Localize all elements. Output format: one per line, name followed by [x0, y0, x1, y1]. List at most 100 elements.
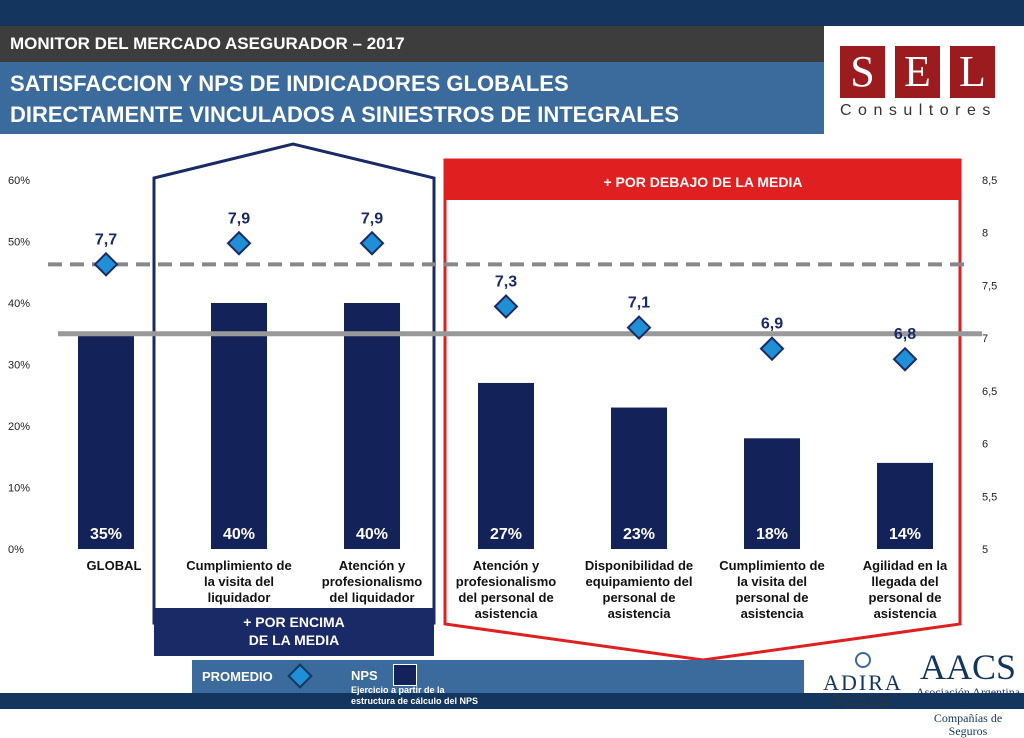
y-left-tick-label: 20% — [8, 421, 30, 433]
satisfaction-value-label: 7,7 — [95, 231, 117, 248]
above-average-label-line: DE LA MEDIA — [249, 632, 339, 648]
adira-logo: ADIRA Aseguradores del Interior de la Re… — [818, 652, 908, 708]
category-label: Atención y — [473, 558, 540, 573]
report-subtitle: MONITOR DEL MERCADO ASEGURADOR – 2017 — [0, 26, 824, 62]
nps-value-label: 35% — [90, 526, 122, 543]
title-line-1: SATISFACCION Y NPS DE INDICADORES GLOBAL… — [10, 71, 569, 96]
above-average-frame — [152, 142, 436, 625]
satisfaction-value-label: 7,3 — [495, 274, 517, 291]
logo-subtitle: Consultores — [840, 102, 997, 119]
y-right-tick-label: 6,5 — [982, 386, 997, 398]
nps-bar — [744, 438, 800, 549]
sel-logo: S E L Consultores — [836, 46, 1006, 122]
nps-satisfaction-chart: + POR DEBAJO DE LA MEDIA + POR ENCIMA DE L… — [8, 142, 997, 660]
satisfaction-value-label: 7,9 — [361, 210, 383, 227]
aacs-tag-line-1: Asociación Argentina de — [915, 685, 1021, 712]
y-right-tick-label: 7,5 — [982, 280, 997, 292]
category-label: personal de — [736, 590, 809, 605]
nps-value-label: 40% — [356, 526, 388, 543]
satisfaction-value-label: 7,9 — [228, 210, 250, 227]
category-label: liquidador — [208, 590, 271, 605]
legend-note-line-1: Ejercicio a partir de la — [351, 685, 445, 695]
category-label: la visita del — [204, 574, 274, 589]
page-title: SATISFACCION Y NPS DE INDICADORES GLOBAL… — [0, 62, 824, 134]
logo-letter-s: S — [840, 46, 885, 98]
category-label: llegada del — [871, 574, 938, 589]
nps-bar — [78, 333, 134, 549]
category-label: profesionalismo — [322, 574, 422, 589]
adira-emblem-icon — [855, 652, 871, 668]
bottom-banner — [0, 693, 1024, 709]
above-average-box — [154, 608, 434, 656]
legend-nps-label: NPS — [351, 668, 378, 683]
category-label: Disponibilidad de — [585, 558, 693, 573]
adira-tag-line-2: de la República Argentina — [834, 702, 892, 708]
y-right-tick-label: 5 — [982, 544, 988, 556]
satisfaction-diamond — [359, 230, 385, 256]
y-right-tick-label: 7 — [982, 333, 988, 345]
below-average-label: + POR DEBAJO DE LA MEDIA — [603, 174, 802, 190]
y-left-tick-label: 50% — [8, 237, 30, 249]
category-label: Agilidad en la — [863, 558, 948, 573]
legend-note-line-2: estructura de cálculo del NPS — [351, 696, 479, 706]
adira-name: ADIRA — [823, 670, 903, 695]
nps-bar — [344, 303, 400, 549]
nps-bar — [211, 303, 267, 549]
y-left-tick-label: 30% — [8, 360, 30, 372]
y-left-tick-label: 0% — [8, 544, 24, 556]
category-label: la visita del — [737, 574, 807, 589]
legend-bar-icon — [393, 664, 417, 686]
category-label: asistencia — [741, 606, 805, 621]
satisfaction-diamond — [892, 346, 918, 372]
category-label: asistencia — [475, 606, 539, 621]
above-average-label-line: + POR ENCIMA — [243, 614, 345, 630]
satisfaction-value-label: 6,8 — [894, 326, 916, 343]
satisfaction-diamond — [493, 294, 519, 319]
y-right-tick-label: 8,5 — [982, 175, 997, 187]
adira-tag-line-1: Aseguradores del Interior — [834, 696, 892, 702]
y-left-tick-label: 60% — [8, 175, 30, 187]
nps-value-label: 14% — [889, 526, 921, 543]
y-right-tick-label: 5,5 — [982, 491, 997, 503]
top-banner — [0, 0, 1024, 26]
satisfaction-diamond — [759, 336, 785, 362]
category-label: personal de — [603, 590, 676, 605]
satisfaction-diamond — [226, 230, 252, 256]
logo-letter-e: E — [895, 46, 940, 98]
category-label: profesionalismo — [456, 574, 556, 589]
category-label: Cumplimiento de — [186, 558, 291, 573]
nps-value-label: 18% — [756, 526, 788, 543]
legend-note: Ejercicio a partir de la estructura de c… — [351, 685, 511, 707]
aacs-tag-line-2: Compañías de Seguros — [933, 711, 1003, 738]
category-label: del liquidador — [329, 590, 414, 605]
category-label: asistencia — [874, 606, 938, 621]
satisfaction-value-label: 6,9 — [761, 316, 783, 333]
nps-bar — [478, 382, 534, 549]
aacs-logo: AACS Asociación Argentina de Compañías d… — [914, 648, 1022, 738]
nps-value-label: 40% — [223, 526, 255, 543]
category-label: Atención y — [339, 558, 406, 573]
aacs-name: AACS — [919, 647, 1017, 687]
category-label: personal de — [869, 590, 942, 605]
title-line-2: DIRECTAMENTE VINCULADOS A SINIESTROS DE … — [10, 102, 680, 127]
satisfaction-diamond — [93, 251, 119, 277]
sel-logo-letters: S E L — [840, 46, 1006, 98]
nps-bar — [611, 407, 667, 549]
nps-bar — [877, 462, 933, 549]
y-left-tick-label: 10% — [8, 483, 30, 495]
category-label: asistencia — [608, 606, 672, 621]
satisfaction-value-label: 7,1 — [628, 295, 650, 312]
below-average-header — [445, 160, 960, 200]
category-label: del personal de — [458, 590, 553, 605]
nps-value-label: 23% — [623, 526, 655, 543]
category-label: Cumplimiento de — [719, 558, 824, 573]
logo-letter-l: L — [950, 46, 995, 98]
legend-promedio-label: PROMEDIO — [202, 669, 273, 684]
category-label: GLOBAL — [87, 558, 142, 573]
category-label: equipamiento del — [586, 574, 693, 589]
y-right-tick-label: 6 — [982, 439, 988, 451]
nps-value-label: 27% — [490, 526, 522, 543]
y-right-tick-label: 8 — [982, 228, 988, 240]
y-left-tick-label: 40% — [8, 298, 30, 310]
satisfaction-diamond — [626, 315, 652, 341]
